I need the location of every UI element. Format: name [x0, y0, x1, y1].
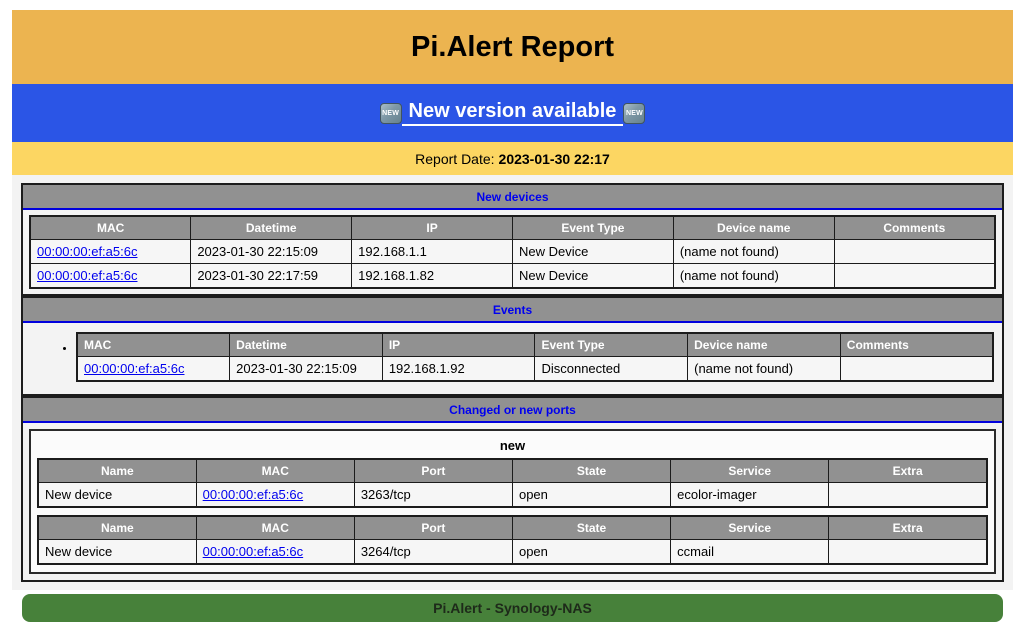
table-row: New device 00:00:00:ef:a5:6c 3263/tcp open e…: [37, 482, 988, 508]
column-header-name: Name: [37, 458, 197, 483]
column-header-comments: Comments: [833, 215, 996, 240]
cell-service: ccmail: [670, 539, 830, 565]
report-date-bar: Report Date: 2023-01-30 22:17: [12, 142, 1013, 175]
ports-table-2: Name MAC Port State Service Extra New device 00…: [37, 515, 988, 565]
footer-text: Pi.Alert - Synology-NAS: [433, 600, 592, 616]
table-row: 00:00:00:ef:a5:6c 2023-01-30 22:17:59 192.…: [29, 263, 996, 289]
cell-mac: 00:00:00:ef:a5:6c: [29, 263, 192, 289]
section-title-ports: Changed or new ports: [23, 398, 1002, 423]
ports-group-label: new: [499, 438, 526, 453]
cell-ip: 192.168.1.92: [381, 356, 536, 382]
column-header-ip: IP: [351, 215, 513, 240]
column-header-datetime: Datetime: [190, 215, 353, 240]
cell-state: open: [511, 539, 672, 565]
cell-name: New device: [37, 482, 197, 508]
mac-link[interactable]: 00:00:00:ef:a5:6c: [37, 268, 138, 283]
column-header-event-type: Event Type: [511, 215, 674, 240]
column-header-device-name: Device name: [687, 332, 841, 357]
cell-ip: 192.168.1.1: [351, 239, 513, 264]
column-header-mac: MAC: [29, 215, 192, 240]
column-header-name: Name: [37, 515, 197, 540]
cell-device-name: (name not found): [672, 239, 835, 264]
table-row: 00:00:00:ef:a5:6c 2023-01-30 22:15:09 192.…: [76, 356, 994, 382]
column-header-service: Service: [670, 515, 830, 540]
cell-comments: [833, 263, 996, 289]
column-header-port: Port: [353, 458, 513, 483]
cell-comments: [839, 356, 994, 382]
cell-datetime: 2023-01-30 22:17:59: [190, 263, 353, 289]
column-header-mac: MAC: [195, 515, 355, 540]
section-title-events: Events: [23, 298, 1002, 323]
cell-extra: [828, 539, 988, 565]
cell-device-name: (name not found): [687, 356, 841, 382]
report-date-label: Report Date:: [415, 150, 495, 167]
cell-device-name: (name not found): [672, 263, 835, 289]
cell-comments: [833, 239, 996, 264]
footer-bar: Pi.Alert - Synology-NAS: [22, 594, 1003, 622]
mac-link[interactable]: 00:00:00:ef:a5:6c: [84, 361, 185, 376]
new-devices-table: MAC Datetime IP Event Type Device name Commen…: [29, 215, 996, 289]
column-header-extra: Extra: [828, 515, 988, 540]
table-row: New device 00:00:00:ef:a5:6c 3264/tcp open c…: [37, 539, 988, 565]
column-header-datetime: Datetime: [229, 332, 383, 357]
column-header-extra: Extra: [828, 458, 988, 483]
cell-mac: 00:00:00:ef:a5:6c: [195, 539, 355, 565]
cell-ip: 192.168.1.82: [351, 263, 513, 289]
cell-port: 3263/tcp: [353, 482, 513, 508]
section-new-devices: New devices MAC Datetime IP Event Type Devic…: [21, 183, 1004, 296]
section-title-new-devices: New devices: [23, 185, 1002, 210]
header-row: Name MAC Port State Service Extra: [37, 515, 988, 540]
ports-table-1: Name MAC Port State Service Extra New device 00…: [37, 458, 988, 508]
cell-mac: 00:00:00:ef:a5:6c: [29, 239, 192, 264]
column-header-device-name: Device name: [672, 215, 835, 240]
new-badge-icon: NEW: [623, 102, 646, 124]
cell-port: 3264/tcp: [353, 539, 513, 565]
column-header-state: State: [511, 515, 672, 540]
header-row: Name MAC Port State Service Extra: [37, 458, 988, 483]
cell-name: New device: [37, 539, 197, 565]
column-header-ip: IP: [381, 332, 536, 357]
mac-link[interactable]: 00:00:00:ef:a5:6c: [202, 487, 304, 502]
report-date-value: 2023-01-30 22:17: [498, 150, 610, 167]
column-header-mac: MAC: [76, 332, 231, 357]
report-header: Pi.Alert Report: [12, 10, 1013, 84]
cell-service: ecolor-imager: [670, 482, 830, 508]
section-ports: Changed or new ports new Name MAC Port Stat…: [21, 396, 1004, 582]
ports-group-box: new Name MAC Port State Service Extra New devi…: [29, 429, 996, 574]
column-header-port: Port: [353, 515, 513, 540]
new-version-link-label: New version available: [401, 100, 624, 126]
cell-extra: [828, 482, 988, 508]
new-version-link[interactable]: NEW New version available NEW: [379, 100, 646, 126]
column-header-comments: Comments: [839, 332, 994, 357]
column-header-state: State: [511, 458, 672, 483]
column-header-event-type: Event Type: [534, 332, 689, 357]
cell-event-type: Disconnected: [534, 356, 689, 382]
new-devices-content: MAC Datetime IP Event Type Device name Commen…: [23, 215, 1002, 289]
cell-datetime: 2023-01-30 22:15:09: [229, 356, 383, 382]
mac-link[interactable]: 00:00:00:ef:a5:6c: [202, 544, 304, 559]
page-title: Pi.Alert Report: [410, 30, 615, 63]
column-header-service: Service: [670, 458, 830, 483]
new-badge-icon: NEW: [379, 102, 402, 124]
cell-event-type: New Device: [511, 239, 674, 264]
cell-state: open: [511, 482, 672, 508]
report-body: New devices MAC Datetime IP Event Type Devic…: [12, 175, 1013, 590]
cell-mac: 00:00:00:ef:a5:6c: [76, 356, 231, 382]
column-header-mac: MAC: [195, 458, 355, 483]
cell-event-type: New Device: [511, 263, 674, 289]
table-row: 00:00:00:ef:a5:6c 2023-01-30 22:15:09 192.…: [29, 239, 996, 264]
version-banner: NEW New version available NEW: [12, 84, 1013, 142]
mac-link[interactable]: 00:00:00:ef:a5:6c: [37, 244, 138, 259]
cell-datetime: 2023-01-30 22:15:09: [190, 239, 353, 264]
cell-mac: 00:00:00:ef:a5:6c: [195, 482, 355, 508]
